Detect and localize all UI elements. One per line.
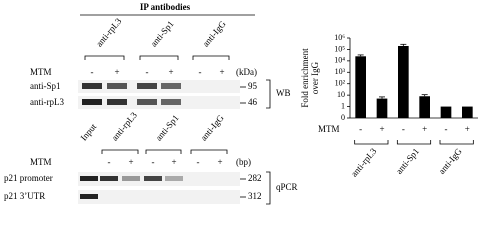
- bracket: [84, 55, 125, 60]
- band: [137, 99, 157, 105]
- y-tick-label: 10⁵: [334, 44, 345, 53]
- unit: (bp): [236, 157, 251, 167]
- band: [82, 83, 102, 89]
- bracket: [396, 140, 432, 145]
- mtm-sign: +: [168, 67, 173, 77]
- mtm-sign: +: [217, 157, 222, 167]
- mtm-label: MTM: [30, 67, 52, 77]
- mtm-sign: +: [219, 67, 224, 77]
- row-label: p21 3’UTR: [4, 191, 45, 201]
- antibody-label: anti-rpL3: [94, 16, 124, 49]
- x-axis-label: MTM: [318, 124, 340, 134]
- bar: [355, 56, 366, 118]
- y-tick-label: 10: [337, 90, 345, 99]
- band: [107, 99, 127, 105]
- bracket: [439, 140, 474, 145]
- column-label: anti-Sp1: [153, 113, 180, 143]
- mtm-sign: +: [171, 157, 176, 167]
- antibody-label: anti-Sp1: [148, 19, 175, 49]
- y-tick-label: 10²: [335, 79, 346, 88]
- column-label: Input: [78, 121, 98, 142]
- bar: [462, 106, 473, 118]
- bracket: [190, 149, 228, 154]
- row-label: anti-Sp1: [30, 81, 61, 91]
- y-tick-label: 0: [341, 113, 345, 122]
- band: [122, 176, 140, 181]
- mtm-label: MTM: [30, 157, 52, 167]
- mtm-sign: +: [128, 157, 133, 167]
- mtm-sign: -: [199, 67, 202, 77]
- y-tick-label: 10⁶: [334, 33, 345, 42]
- bracket: [101, 149, 139, 154]
- bracket: [145, 149, 182, 154]
- unit: (kDa): [236, 67, 257, 77]
- size-label: 282: [248, 173, 262, 183]
- mtm-sign: -: [146, 67, 149, 77]
- bar: [440, 106, 452, 118]
- band: [100, 176, 118, 181]
- blot-row: [78, 80, 240, 93]
- x-tick-label: +: [465, 124, 470, 134]
- row-label: p21 promoter: [4, 173, 53, 183]
- size-label: 46: [248, 97, 258, 107]
- column-label: anti-rpL3: [109, 110, 139, 143]
- mtm-sign: -: [91, 67, 94, 77]
- y-axis-label: over IgG: [310, 61, 320, 94]
- antibody-label: anti-IgG: [200, 18, 228, 48]
- group-label: anti-Sp1: [394, 146, 421, 176]
- mtm-sign: -: [152, 157, 155, 167]
- bracket: [266, 171, 271, 205]
- group-label: anti-rpL3: [349, 146, 379, 179]
- method: qPCR: [276, 182, 298, 192]
- bar: [419, 96, 430, 118]
- band: [165, 176, 183, 181]
- x-tick-label: +: [422, 124, 427, 134]
- bracket: [192, 55, 230, 60]
- x-tick-label: -: [402, 124, 405, 134]
- band: [107, 83, 127, 89]
- band: [80, 194, 98, 199]
- y-axis-label: Fold enrichment: [300, 48, 310, 108]
- x-tick-label: +: [379, 124, 384, 134]
- mtm-sign: -: [108, 157, 111, 167]
- bracket: [266, 79, 271, 109]
- bar: [398, 45, 409, 118]
- method: WB: [276, 88, 291, 98]
- band: [137, 83, 157, 89]
- y-tick-label: 10⁴: [334, 56, 345, 65]
- bracket: [354, 140, 389, 145]
- group-label: anti-IgG: [437, 146, 465, 176]
- x-tick-label: -: [359, 124, 362, 134]
- y-tick-label: 10³: [335, 67, 346, 76]
- size-label: 312: [248, 191, 262, 201]
- column-label: anti-IgG: [198, 112, 226, 142]
- blot-row: [78, 96, 240, 109]
- ip-header: IP antibodies: [140, 2, 191, 12]
- bar: [376, 98, 388, 118]
- band: [82, 99, 102, 105]
- x-tick-label: -: [445, 124, 448, 134]
- mtm-sign: +: [114, 67, 119, 77]
- figure: IP antibodies MTM (kDa) WB MTM (bp) qPCR…: [4, 2, 478, 205]
- size-label: 95: [248, 81, 258, 91]
- y-tick-label: 1: [341, 101, 345, 110]
- band: [161, 99, 181, 105]
- band: [161, 83, 181, 89]
- gel-row: [78, 190, 240, 204]
- band: [144, 176, 162, 181]
- mtm-sign: -: [197, 157, 200, 167]
- band: [80, 176, 98, 181]
- row-label: anti-rpL3: [30, 97, 64, 107]
- bracket: [139, 55, 179, 60]
